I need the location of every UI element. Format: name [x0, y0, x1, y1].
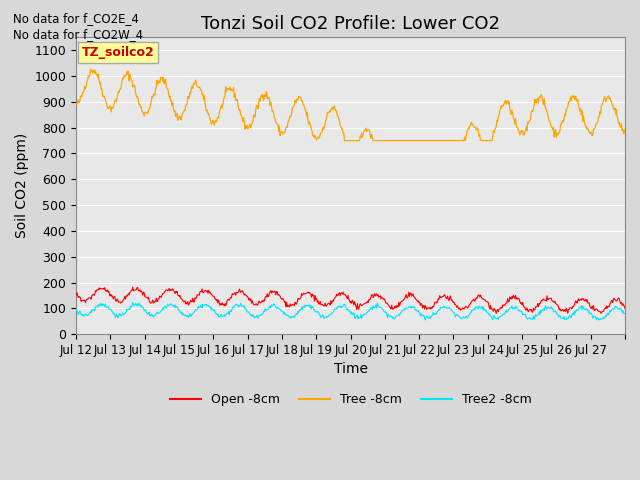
- Text: No data for f_CO2E_4: No data for f_CO2E_4: [13, 12, 139, 24]
- Y-axis label: Soil CO2 (ppm): Soil CO2 (ppm): [15, 133, 29, 239]
- Text: No data for f_CO2W_4: No data for f_CO2W_4: [13, 28, 143, 41]
- Legend: Open -8cm, Tree -8cm, Tree2 -8cm: Open -8cm, Tree -8cm, Tree2 -8cm: [164, 388, 536, 411]
- X-axis label: Time: Time: [333, 362, 367, 376]
- Text: TZ_soilco2: TZ_soilco2: [82, 46, 154, 59]
- Title: Tonzi Soil CO2 Profile: Lower CO2: Tonzi Soil CO2 Profile: Lower CO2: [201, 15, 500, 33]
